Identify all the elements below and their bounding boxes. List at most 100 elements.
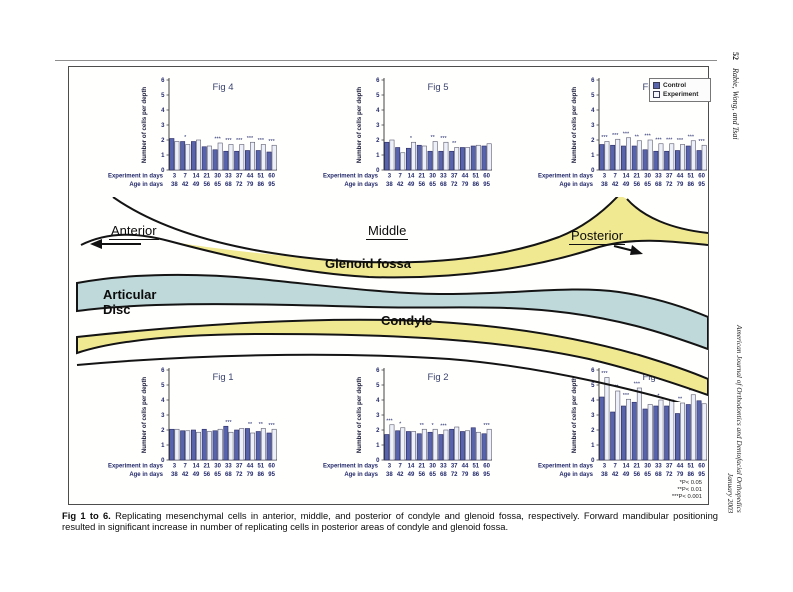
bar-control <box>675 150 680 171</box>
posterior-arrow-icon <box>613 245 643 255</box>
x-tick-day: 60 <box>483 174 490 180</box>
bar-control <box>664 405 670 461</box>
sig-line: **P< 0.01 <box>677 486 702 493</box>
x-tick-age: 49 <box>408 472 415 478</box>
y-tick-label: 1 <box>591 443 595 449</box>
y-axis-title: Number of cells per depth <box>356 87 363 164</box>
x-row-label-experiment-days: Experiment in days <box>323 464 379 470</box>
bar-experiment <box>636 140 642 171</box>
sig-marker: *** <box>601 371 608 377</box>
x-tick-age: 95 <box>268 182 275 188</box>
bar-experiment <box>174 428 180 461</box>
x-tick-age: 68 <box>440 182 447 188</box>
bar-control <box>664 150 670 171</box>
bar-experiment <box>389 139 395 171</box>
bar-experiment <box>239 144 245 171</box>
sig-marker: *** <box>623 131 630 137</box>
sig-marker: *** <box>268 423 275 429</box>
figure-caption: Fig 1 to 6. Replicating mesenchymal cell… <box>62 510 718 532</box>
bar-experiment <box>486 143 492 171</box>
bar-experiment <box>690 394 696 461</box>
bar-experiment <box>185 430 191 461</box>
control-swatch-icon <box>653 82 660 89</box>
x-tick-age: 65 <box>429 472 436 478</box>
sig-marker: *** <box>612 385 619 391</box>
x-tick-day: 14 <box>408 174 415 180</box>
sig-marker: ** <box>678 397 683 403</box>
bar-control <box>180 141 186 171</box>
x-tick-age: 38 <box>171 472 178 478</box>
bar-experiment <box>647 139 653 171</box>
bar-control <box>191 429 196 461</box>
glenoid-fossa-band <box>169 197 708 278</box>
x-tick-age: 95 <box>698 182 705 188</box>
journal-name: American Journal of Orthodontics and Den… <box>735 325 744 513</box>
x-tick-day: 37 <box>451 464 458 470</box>
y-tick-label: 4 <box>591 108 595 114</box>
bar-experiment <box>680 402 685 461</box>
sig-marker: ** <box>259 422 264 428</box>
x-tick-age: 86 <box>687 472 694 478</box>
y-tick-label: 2 <box>376 428 380 434</box>
x-tick-age: 38 <box>386 472 393 478</box>
bar-control <box>610 411 616 461</box>
bar-control <box>395 430 401 461</box>
sig-marker: *** <box>483 423 490 429</box>
x-row-label-age-days: Age in days <box>344 472 378 478</box>
bar-experiment <box>486 428 492 461</box>
legend-item-control: Control <box>653 81 707 90</box>
bar-experiment <box>260 428 266 461</box>
bar-control <box>675 413 680 461</box>
sig-marker: *** <box>666 137 673 143</box>
bar-experiment <box>228 431 234 461</box>
y-tick-label: 5 <box>161 383 165 389</box>
x-tick-day: 30 <box>214 174 221 180</box>
x-tick-day: 7 <box>614 174 618 180</box>
x-tick-day: 51 <box>687 174 694 180</box>
x-tick-age: 68 <box>225 182 232 188</box>
x-tick-age: 56 <box>418 182 425 188</box>
bar-experiment <box>615 390 621 461</box>
y-tick-label: 0 <box>161 168 165 174</box>
bar-experiment <box>389 424 395 461</box>
bar-experiment <box>260 144 266 171</box>
bar-control <box>201 146 207 171</box>
x-tick-day: 14 <box>408 464 415 470</box>
x-tick-age: 42 <box>182 182 189 188</box>
x-tick-age: 38 <box>601 182 608 188</box>
chart-fig5: Fig 5 0 1 2 3 4 5 6 Number of cells per depth Exp… <box>300 76 500 192</box>
bar-experiment <box>421 428 427 461</box>
bar-experiment <box>454 147 460 171</box>
sig-marker: *** <box>386 418 393 424</box>
figure-frame: Fig 4 0 1 2 3 4 5 6 Number of cells per depth Exp… <box>68 66 711 505</box>
x-tick-age: 42 <box>397 472 404 478</box>
bar-experiment <box>604 377 610 461</box>
x-tick-day: 21 <box>418 464 425 470</box>
y-tick-label: 0 <box>161 458 165 464</box>
x-row-label-experiment-days: Experiment in days <box>323 174 379 180</box>
y-tick-label: 4 <box>591 398 595 404</box>
bar-control <box>212 430 218 461</box>
bar-experiment <box>690 140 696 171</box>
bar-control <box>449 150 455 171</box>
bar-experiment <box>400 152 406 171</box>
x-tick-age: 65 <box>214 472 221 478</box>
bar-control <box>481 433 487 461</box>
sig-marker: ** <box>689 388 694 394</box>
bar-experiment <box>701 403 707 461</box>
bar-experiment <box>228 144 234 171</box>
x-tick-age: 49 <box>193 472 200 478</box>
sig-marker: *** <box>644 134 651 140</box>
sig-marker: *** <box>225 420 232 426</box>
sig-marker: *** <box>440 136 447 142</box>
bar-experiment <box>615 138 621 171</box>
x-tick-age: 95 <box>268 472 275 478</box>
x-tick-day: 7 <box>614 464 618 470</box>
y-tick-label: 2 <box>161 138 165 144</box>
x-tick-age: 86 <box>472 472 479 478</box>
x-tick-age: 95 <box>483 182 490 188</box>
x-tick-age: 72 <box>666 182 673 188</box>
x-tick-age: 79 <box>677 472 684 478</box>
